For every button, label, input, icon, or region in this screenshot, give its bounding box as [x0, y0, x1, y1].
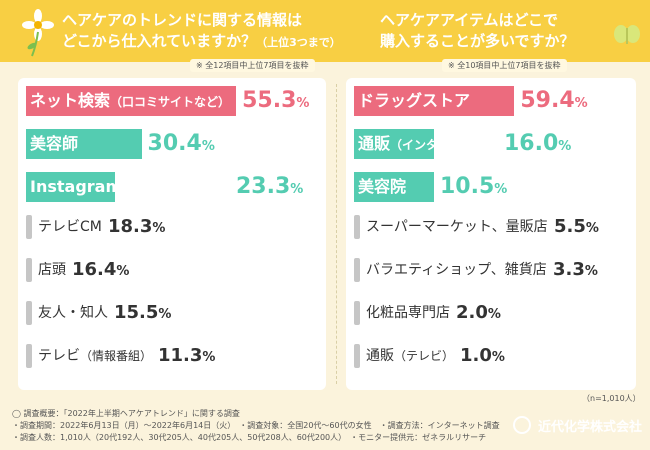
question-right: ヘアケアアイテムはどこで 購入することが多いですか？ [380, 10, 575, 52]
bar-2 [354, 129, 434, 159]
bar-label-3: Instagram（インスタグラム） [30, 177, 230, 196]
bar-value-1: 59.4% [520, 88, 588, 113]
bar-label-6: 友人・知人 [38, 305, 108, 321]
bar-5 [26, 258, 32, 282]
note-right: ※ 全10項目中上位7項目を抜粋 [442, 59, 567, 72]
bar-1 [354, 86, 515, 116]
bar-label-1: ドラッグストア [358, 91, 471, 110]
bar-2 [26, 129, 142, 159]
bar-6 [354, 301, 360, 325]
question-left-sub: （上位3つまで） [256, 36, 341, 49]
bar-value-5: 16.4% [72, 259, 130, 280]
footer-line3: ・調査人数：1,010人（20代192人、30代205人、40代205人、50代… [12, 433, 487, 442]
bar-label-7: テレビ（情報番組） [38, 348, 153, 364]
bar-label-7: 通販（テレビ） [366, 348, 455, 364]
chart-right: ドラッグストア 59.4% 通販（インターネット） 16.0% 美容院 10.5% スーパー… [346, 78, 636, 390]
bar-7 [354, 344, 360, 368]
divider [336, 84, 337, 384]
header-banner [0, 0, 650, 62]
flower-icon [22, 9, 54, 57]
bar-label-1: ネット検索（口コミサイトなど） [30, 91, 231, 110]
bar-label-5: 店頭 [38, 262, 66, 278]
bar-value-1: 55.3% [242, 88, 310, 113]
footer-line1: ◯ 調査概要：「2022年上半期ヘアケアトレンド」に関する調査 [12, 409, 240, 418]
bar-value-3: 10.5% [440, 174, 508, 199]
bar-value-4: 18.3% [108, 216, 166, 237]
sample-size: （n=1,010人） [582, 394, 641, 403]
footer-line2: ・調査期間：2022年6月13日（月）〜2022年6月14日（火） ・調査対象：… [12, 421, 500, 430]
question-left-line1: ヘアケアのトレンドに関する情報は [62, 11, 303, 29]
bar-value-2: 16.0% [504, 131, 572, 156]
question-right-line1: ヘアケアアイテムはどこで [380, 11, 559, 29]
bar-label-4: テレビCM [38, 219, 102, 235]
bar-label-2: 美容師 [30, 134, 79, 153]
question-left: ヘアケアのトレンドに関する情報は どこから仕入れていますか？（上位3つまで） [62, 10, 341, 53]
bar-1 [26, 86, 237, 116]
bar-7 [26, 344, 32, 368]
brand-name: 近代化学株式会社 [538, 420, 643, 435]
question-left-line2: どこから仕入れていますか？ [62, 32, 257, 50]
bar-value-4: 5.5% [554, 216, 599, 237]
bar-3 [354, 172, 434, 202]
survey-footer: ◯ 調査概要：「2022年上半期ヘアケアトレンド」に関する調査 ・調査期間：20… [12, 408, 500, 444]
bar-4 [26, 215, 32, 239]
bar-3 [26, 172, 115, 202]
question-right-line2: 購入することが多いですか？ [380, 32, 575, 50]
bar-label-2: 通販（インターネット） [358, 134, 499, 153]
bar-value-7: 11.3% [158, 345, 216, 366]
bar-6 [26, 301, 32, 325]
bar-4 [354, 215, 360, 239]
bar-label-6: 化粧品専門店 [366, 305, 450, 321]
bar-value-2: 30.4% [147, 131, 215, 156]
bar-label-5: バラエティショップ、雑貨店 [366, 262, 547, 278]
bar-5 [354, 258, 360, 282]
bar-value-6: 15.5% [114, 302, 172, 323]
note-left: ※ 全12項目中上位7項目を抜粋 [190, 59, 315, 72]
bar-value-3: 23.3% [236, 174, 304, 199]
bar-label-3: 美容院 [358, 177, 407, 196]
butterfly-icon [614, 25, 640, 44]
brand-logo-icon [513, 416, 531, 434]
bar-value-7: 1.0% [460, 345, 505, 366]
bar-value-5: 3.3% [553, 259, 598, 280]
chart-left: ネット検索（口コミサイトなど） 55.3% 美容師 30.4% Instagram（イン… [18, 78, 326, 390]
bar-value-6: 2.0% [456, 302, 501, 323]
bar-label-4: スーパーマーケット、量販店 [366, 219, 548, 235]
